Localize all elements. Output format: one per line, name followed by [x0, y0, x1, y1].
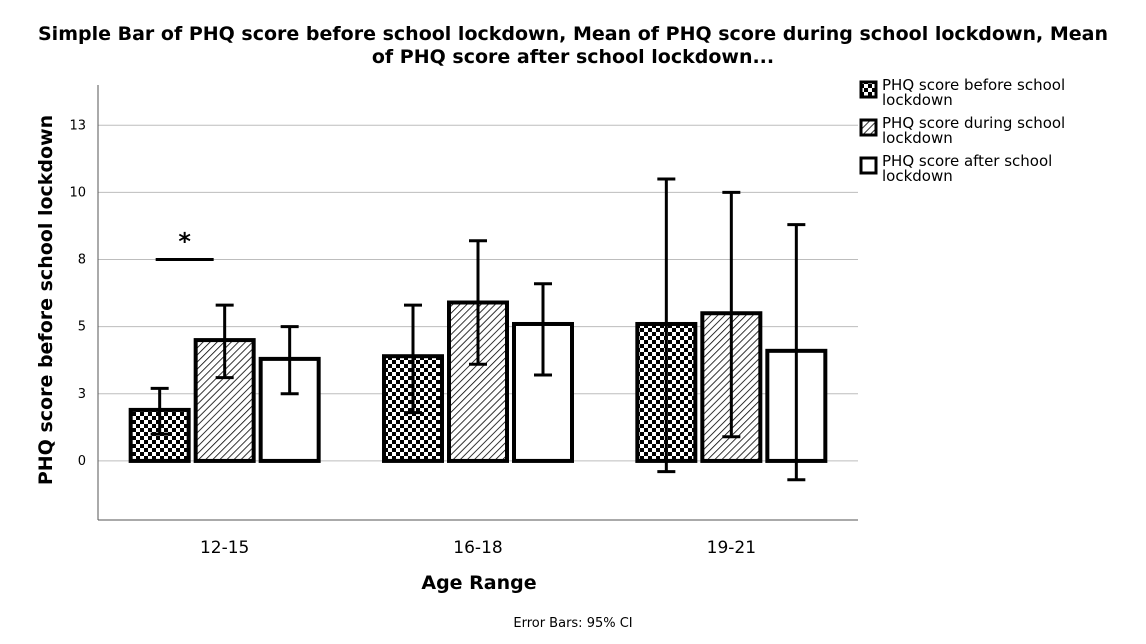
x-tick-label: 16-18: [453, 538, 502, 558]
legend-swatch-white: [859, 156, 878, 175]
y-axis-title: PHQ score before school lockdown: [35, 115, 57, 485]
significance-star: *: [178, 228, 191, 256]
legend-swatch-checker: [859, 80, 878, 99]
y-tick-label: 5: [78, 320, 86, 335]
legend-label: PHQ score after school: [882, 152, 1052, 170]
axes: 0 3 5 8 10 13 12-15 16-18 19-21: [69, 85, 858, 558]
chart-title-line-1: Simple Bar of PHQ score before school lo…: [38, 23, 1108, 45]
significance-annotation: *: [155, 228, 214, 262]
legend-label: lockdown: [882, 91, 953, 109]
x-tick-label: 12-15: [200, 538, 249, 558]
y-tick-label: 3: [78, 387, 86, 402]
legend-label: PHQ score before school: [882, 76, 1065, 94]
error-bars: [150, 177, 806, 482]
x-tick-label: 19-21: [707, 538, 756, 558]
error-bars-footnote: Error Bars: 95% CI: [513, 616, 632, 631]
y-tick-label: 0: [78, 454, 86, 469]
legend-label: lockdown: [882, 167, 953, 185]
legend-label: lockdown: [882, 129, 953, 147]
x-axis-title: Age Range: [421, 572, 536, 594]
y-tick-label: 13: [69, 118, 86, 133]
y-tick-label: 10: [69, 185, 86, 200]
legend-label: PHQ score during school: [882, 114, 1065, 132]
chart-title-line-2: of PHQ score after school lockdown...: [372, 46, 774, 68]
y-tick-label: 8: [78, 253, 86, 268]
legend-swatch-hatch: [859, 118, 878, 137]
